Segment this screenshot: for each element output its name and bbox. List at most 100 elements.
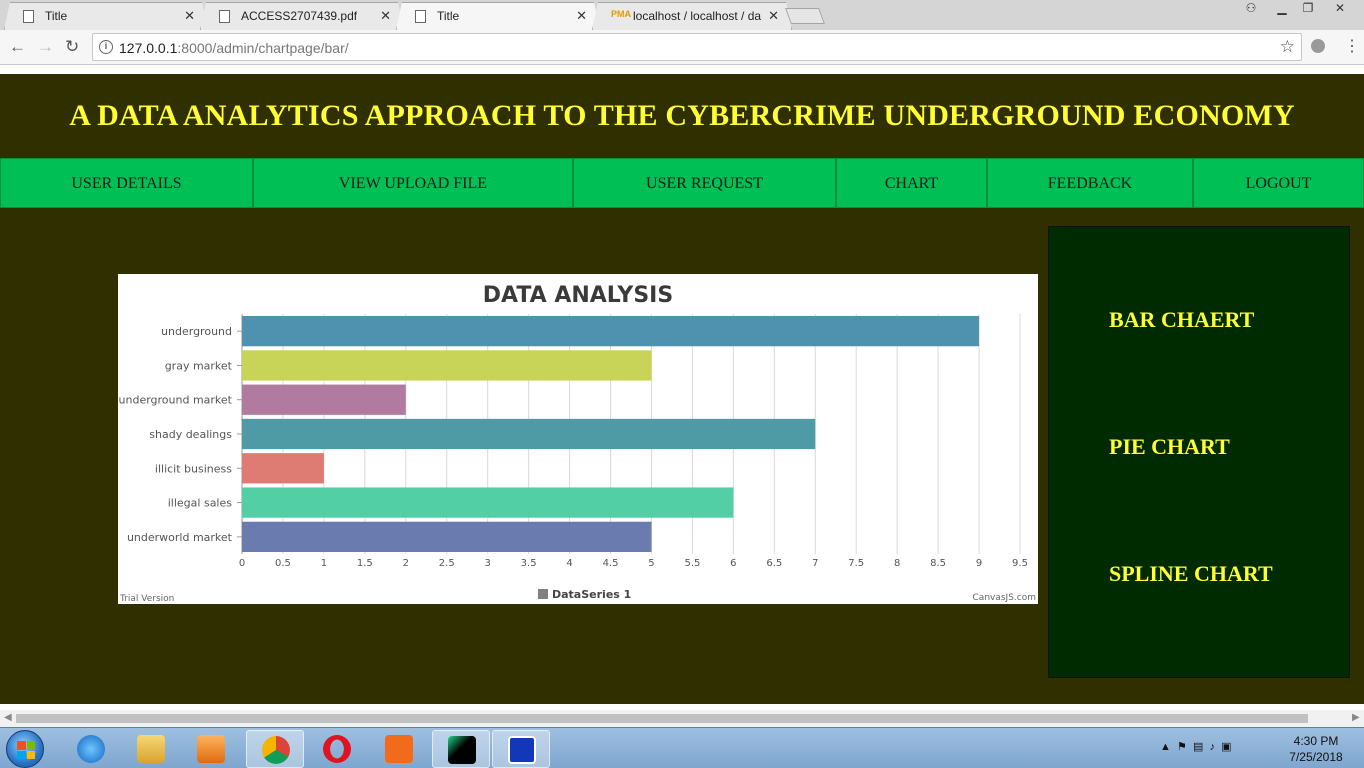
bar[interactable]	[242, 384, 406, 415]
url-path: :8000/admin/chartpage/bar/	[177, 40, 349, 56]
taskbar: ▲ ⚑ ▤ ♪ ▣ 4:30 PM 7/25/2018	[0, 727, 1364, 768]
taskbar-media-player[interactable]	[182, 730, 240, 768]
info-icon[interactable]: i	[99, 40, 113, 54]
bar[interactable]	[242, 316, 980, 347]
legend-label[interactable]: DataSeries 1	[552, 588, 631, 601]
x-tick-label: 8.5	[930, 558, 946, 569]
taskbar-pycharm[interactable]	[432, 730, 490, 768]
x-tick-label: 8	[894, 558, 900, 569]
nav-user-details[interactable]: USER DETAILS	[0, 158, 253, 208]
profile-icon[interactable]: ⚇	[1245, 1, 1257, 15]
x-tick-label: 0	[239, 558, 245, 569]
chart-watermark-trial: Trial Version	[119, 594, 174, 604]
document-icon	[23, 10, 34, 23]
taskbar-clock[interactable]: 4:30 PM 7/25/2018	[1284, 733, 1348, 765]
taskbar-chrome[interactable]	[246, 730, 304, 768]
nav-chart[interactable]: CHART	[836, 158, 987, 208]
nav-user-request[interactable]: USER REQUEST	[573, 158, 836, 208]
page-title: A DATA ANALYTICS APPROACH TO THE CYBERCR…	[69, 99, 1295, 132]
tab-label: Title	[45, 9, 68, 23]
page: A DATA ANALYTICS APPROACH TO THE CYBERCR…	[0, 66, 1364, 704]
main-nav: USER DETAILS VIEW UPLOAD FILE USER REQUE…	[0, 158, 1364, 208]
chart-tick-labels: 0 0.5 1 1.5 2 2.5 3 3.5 4 4.5 5 5.5 6 6.5 7 7.5 8 8.5 9 9.5	[239, 558, 1028, 569]
address-bar: ← → ↻ i 127.0.0.1:8000/admin/chartpage/b…	[0, 30, 1364, 65]
extension-icon[interactable]	[1311, 39, 1325, 53]
clock-date: 7/25/2018	[1289, 750, 1343, 764]
reload-icon[interactable]: ↻	[65, 37, 80, 56]
new-tab-button[interactable]	[785, 8, 825, 24]
bar[interactable]	[242, 487, 734, 518]
chrome-icon	[262, 736, 290, 764]
bar[interactable]	[242, 521, 652, 552]
browser-tab[interactable]: ACCESS2707439.pdf ✕	[200, 2, 404, 30]
x-tick-label: 3.5	[521, 558, 537, 569]
bar[interactable]	[242, 418, 816, 450]
nav-feedback[interactable]: FEEDBACK	[987, 158, 1193, 208]
clock-time: 4:30 PM	[1293, 734, 1339, 748]
x-tick-label: 1	[321, 558, 327, 569]
taskbar-opera[interactable]	[308, 730, 366, 768]
close-icon[interactable]: ✕	[576, 8, 587, 23]
windows-logo-icon	[17, 741, 35, 759]
bar[interactable]	[242, 350, 652, 381]
document-icon	[415, 10, 426, 23]
url-input[interactable]: i 127.0.0.1:8000/admin/chartpage/bar/ ☆	[92, 33, 1302, 61]
scroll-right-icon[interactable]: ▶	[1352, 712, 1360, 723]
start-button[interactable]	[6, 730, 44, 768]
category-label: underground market	[119, 394, 233, 407]
scroll-left-icon[interactable]: ◀	[4, 712, 12, 723]
taskbar-internet-explorer[interactable]	[62, 730, 120, 768]
document-icon	[219, 10, 230, 23]
forward-arrow-icon[interactable]: →	[37, 37, 54, 56]
spline-chart-link[interactable]: SPLINE CHART	[1109, 561, 1273, 586]
x-tick-label: 6	[730, 558, 736, 569]
x-tick-label: 6.5	[766, 558, 782, 569]
taskbar-file-explorer[interactable]	[122, 730, 180, 768]
nav-logout[interactable]: LOGOUT	[1193, 158, 1364, 208]
url-text: 127.0.0.1:8000/admin/chartpage/bar/	[119, 40, 349, 56]
bar-chart-link[interactable]: BAR CHAERT	[1109, 307, 1255, 332]
browser-tab[interactable]: Title ✕	[4, 2, 208, 30]
x-tick-label: 5	[648, 558, 654, 569]
pie-chart-link[interactable]: PIE CHART	[1109, 434, 1230, 459]
category-label: shady dealings	[149, 428, 232, 441]
x-tick-label: 7	[812, 558, 818, 569]
bookmark-star-icon[interactable]: ☆	[1279, 37, 1295, 56]
chart-title: DATA ANALYSIS	[483, 283, 673, 308]
system-tray[interactable]: ▲ ⚑ ▤ ♪ ▣	[1160, 741, 1232, 753]
back-arrow-icon[interactable]: ←	[9, 37, 26, 56]
x-tick-label: 7.5	[848, 558, 864, 569]
browser-tabstrip: Title ✕ ACCESS2707439.pdf ✕ Title ✕ PMA …	[0, 0, 1364, 30]
close-icon[interactable]: ✕	[768, 8, 779, 23]
chart-type-panel: BAR CHAERT PIE CHART SPLINE CHART	[1048, 226, 1350, 678]
legend-swatch	[538, 589, 548, 599]
window-close-icon[interactable]: ✕	[1334, 1, 1346, 15]
menu-kebab-icon[interactable]: ⋮	[1344, 38, 1360, 55]
phpmyadmin-icon: PMA	[611, 9, 631, 19]
x-tick-label: 5.5	[684, 558, 700, 569]
close-icon[interactable]: ✕	[380, 8, 391, 23]
horizontal-scrollbar[interactable]: ◀ ▶	[0, 710, 1364, 727]
close-icon[interactable]: ✕	[184, 8, 195, 23]
bar[interactable]	[242, 453, 324, 484]
chart-credit-link[interactable]: CanvasJS.com	[973, 593, 1036, 603]
taskbar-snipping-tool[interactable]	[492, 730, 550, 768]
tab-label: ACCESS2707439.pdf	[241, 9, 358, 23]
nav-view-upload-file[interactable]: VIEW UPLOAD FILE	[253, 158, 573, 208]
scrollbar-thumb[interactable]	[16, 714, 1308, 723]
x-tick-label: 2.5	[439, 558, 455, 569]
chart-category-labels: underground gray market underground market…	[119, 325, 242, 544]
minimize-icon[interactable]: ▁	[1277, 1, 1287, 15]
x-tick-label: 3	[484, 558, 490, 569]
restore-icon[interactable]: ❐	[1302, 1, 1314, 15]
folder-icon	[137, 735, 165, 763]
taskbar-mi[interactable]	[370, 730, 428, 768]
x-tick-label: 4.5	[603, 558, 619, 569]
x-tick-label: 0.5	[275, 558, 291, 569]
content-area: DATA ANALYSIS underground gray market unde…	[0, 208, 1364, 704]
browser-tab-active[interactable]: Title ✕	[396, 2, 600, 30]
x-tick-label: 9	[976, 558, 982, 569]
browser-tab[interactable]: PMA localhost / localhost / da ✕	[592, 2, 792, 30]
x-tick-label: 1.5	[357, 558, 373, 569]
site-header: A DATA ANALYTICS APPROACH TO THE CYBERCR…	[0, 74, 1364, 158]
